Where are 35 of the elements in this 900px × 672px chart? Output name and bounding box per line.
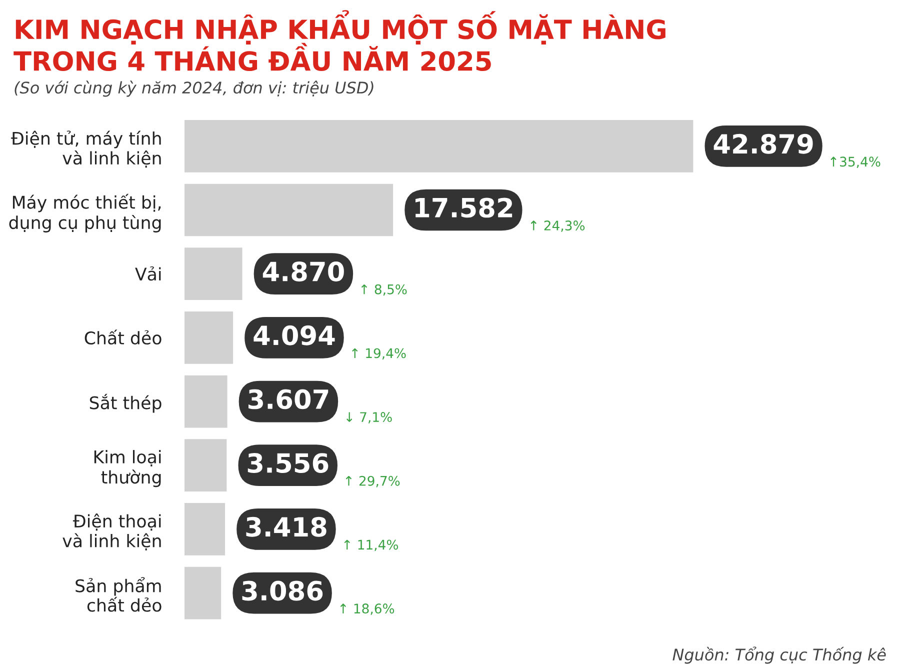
annotation: ↑ 29,7% (346, 476, 400, 488)
annotation: ↑ 18,6% (340, 604, 394, 615)
data-label: 4.094 (254, 325, 335, 346)
data-label: 42.879 (714, 134, 813, 154)
bar (184, 503, 226, 556)
bar (184, 312, 234, 364)
bar (184, 120, 694, 172)
data-label: 3.607 (248, 389, 328, 410)
chart-subtitle: (So với cùng kỳ năm 2024, đơn vị: triệu USD) (14, 80, 374, 97)
annotation: ↑ 8,5% (361, 284, 407, 296)
data-label: 17.582 (416, 198, 512, 218)
annotation: ↑ 11,4% (344, 540, 398, 552)
bar (184, 248, 242, 300)
y-tick-label: Sản phẩm chất dẻo (76, 577, 162, 612)
annotation: ↑ 19,4% (352, 348, 406, 360)
y-tick-label: Điện tử, máy tính và linh kiện (11, 130, 161, 168)
annotation: ↑ 24,3% (530, 220, 585, 232)
y-tick-label: Máy móc thiết bị, dụng cụ phụ tùng (9, 194, 161, 232)
y-tick-label: Vải (135, 266, 161, 281)
data-label: 4.870 (262, 262, 344, 282)
text: Nguồn: Tổng cục Thống kê (672, 646, 886, 664)
y-tick-label: Kim loại thường (94, 450, 161, 488)
y-tick-label: Chất dẻo (84, 330, 162, 345)
y-tick-label: Sắt thép (90, 394, 162, 413)
bar (184, 184, 394, 236)
data-label: 3.086 (242, 580, 323, 601)
data-label: 3.556 (248, 453, 328, 474)
annotation: ↓ 7,1% (346, 412, 392, 424)
data-label: 3.418 (246, 516, 326, 537)
bar (184, 375, 228, 428)
bar (184, 566, 222, 620)
chart-title: KIM NGẠCH NHẬP KHẨU MỘT SỐ MẶT HÀNG TRONG 4 THÁNG ĐẦU NĂM 2025 (14, 10, 666, 72)
bar (184, 439, 227, 492)
y-tick-label: Điện thoại và linh kiện (62, 514, 161, 550)
text: ↑35,4% (830, 156, 880, 168)
